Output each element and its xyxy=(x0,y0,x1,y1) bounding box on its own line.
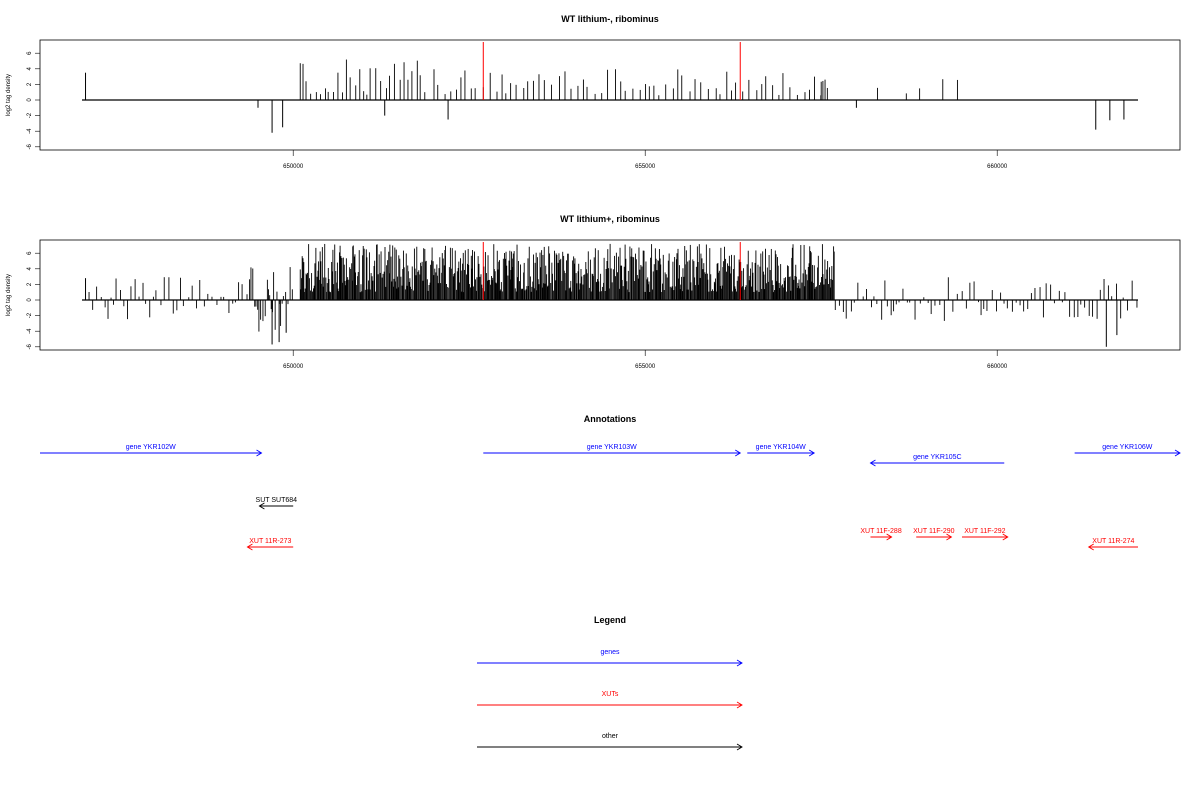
feature-arrowhead xyxy=(808,449,816,457)
feature-label: XUT 11R-273 xyxy=(249,538,291,545)
feature-gene: gene YKR102W xyxy=(40,444,263,457)
feature-label: XUT 11F-292 xyxy=(964,528,1005,535)
feature-arrowhead xyxy=(886,533,893,541)
panel2-xtick-label: 655000 xyxy=(635,364,656,370)
panel2-ytick-label: -4 xyxy=(27,328,33,334)
annotation-features: gene YKR102W gene YKR103W gene YKR104W gene… xyxy=(40,444,1181,551)
panel1-bars xyxy=(85,59,1125,133)
legend-arrowhead xyxy=(736,701,743,709)
feature-arrowhead xyxy=(946,533,953,541)
feature-other: SUT SUT684 xyxy=(256,497,298,510)
panel1-ytick-label: -6 xyxy=(27,143,33,149)
annotations-title: Annotations xyxy=(584,414,637,424)
feature-arrowhead xyxy=(735,449,742,457)
panel1-ylabel: log2 tag density xyxy=(6,74,12,116)
legend-arrowhead xyxy=(736,743,743,751)
feature-xut: XUT 11R-274 xyxy=(1087,538,1138,551)
feature-xut: XUT 11F-288 xyxy=(860,528,902,541)
feature-arrowhead xyxy=(258,502,265,510)
annotations-panel: Annotations gene YKR102W gene YKR103W gene… xyxy=(40,414,1181,551)
feature-label: gene YKR104W xyxy=(756,444,806,451)
panel1-title: WT lithium-, ribominus xyxy=(561,14,659,24)
feature-arrowhead xyxy=(1002,533,1009,541)
legend-label: genes xyxy=(600,649,620,656)
feature-gene: gene YKR106W xyxy=(1074,444,1181,457)
legend-arrowhead xyxy=(736,659,743,667)
feature-arrowhead xyxy=(256,449,263,457)
panel1-xtick-label: 655000 xyxy=(635,164,656,170)
panel1-ytick-label: 6 xyxy=(27,51,33,55)
track-panel-1: WT lithium-, ribominus log2 tag density … xyxy=(6,14,1181,170)
feature-label: gene YKR103W xyxy=(587,444,637,451)
legend-panel: Legend genes XUTs other xyxy=(477,615,743,751)
feature-arrowhead xyxy=(869,459,876,467)
panel1-ytick-label: -2 xyxy=(27,112,33,118)
feature-label: gene YKR106W xyxy=(1102,444,1152,451)
feature-label: gene YKR105C xyxy=(913,454,962,461)
feature-xut: XUT 11F-292 xyxy=(962,528,1009,541)
panel2-markers xyxy=(482,242,741,300)
panel2-y-axis: 6 4 2 0 -2 -4 -6 xyxy=(27,251,40,349)
feature-label: XUT 11R-274 xyxy=(1092,538,1134,545)
feature-xut: XUT 11R-273 xyxy=(246,538,294,551)
panel1-xtick-label: 660000 xyxy=(987,164,1008,170)
feature-gene: gene YKR104W xyxy=(747,444,816,457)
feature-label: gene YKR102W xyxy=(126,444,176,451)
panel2-xtick-label: 650000 xyxy=(283,364,304,370)
panel1-markers xyxy=(482,42,741,100)
panel1-y-axis: 6 4 2 0 -2 -4 -6 xyxy=(27,51,40,149)
panel2-bars xyxy=(85,243,1138,347)
panel2-ytick-label: 4 xyxy=(27,266,33,270)
panel2-ytick-label: 6 xyxy=(27,251,33,255)
legend-item-xut: XUTs xyxy=(477,691,743,709)
panel2-ylabel: log2 tag density xyxy=(6,274,12,316)
legend-item-gene: genes xyxy=(477,649,743,667)
panel1-ytick-label: 4 xyxy=(27,66,33,70)
feature-xut: XUT 11F-290 xyxy=(913,528,955,541)
feature-label: SUT SUT684 xyxy=(256,497,298,504)
panel2-xtick-label: 660000 xyxy=(987,364,1008,370)
panel2-x-axis: 650000 655000 660000 xyxy=(283,350,1008,370)
legend-title: Legend xyxy=(594,615,626,625)
panel1-x-axis: 650000 655000 660000 xyxy=(283,150,1008,170)
panel1-ytick-label: 2 xyxy=(27,82,33,86)
feature-label: XUT 11F-290 xyxy=(913,528,954,535)
panel2-frame xyxy=(39,239,1181,351)
feature-label: XUT 11F-288 xyxy=(860,528,901,535)
panel1-xtick-label: 650000 xyxy=(283,164,304,170)
feature-arrowhead xyxy=(246,543,253,551)
feature-gene: gene YKR105C xyxy=(869,454,1005,467)
legend-label: XUTs xyxy=(602,691,619,698)
feature-gene: gene YKR103W xyxy=(483,444,742,457)
legend-items: genes XUTs other xyxy=(477,649,743,751)
panel2-ytick-label: -2 xyxy=(27,312,33,318)
feature-arrowhead xyxy=(1087,543,1094,551)
panel2-title: WT lithium+, ribominus xyxy=(560,214,660,224)
panel2-ytick-label: 2 xyxy=(27,282,33,286)
panel1-ytick-label: -4 xyxy=(27,128,33,134)
panel1-ytick-label: 0 xyxy=(27,98,33,102)
panel1-frame xyxy=(39,39,1181,151)
track-panel-2: WT lithium+, ribominus log2 tag density … xyxy=(6,214,1181,370)
legend-label: other xyxy=(602,733,619,740)
legend-item-other: other xyxy=(477,733,743,751)
panel2-ytick-label: -6 xyxy=(27,343,33,349)
feature-arrowhead xyxy=(1174,449,1181,457)
panel2-ytick-label: 0 xyxy=(27,298,33,302)
